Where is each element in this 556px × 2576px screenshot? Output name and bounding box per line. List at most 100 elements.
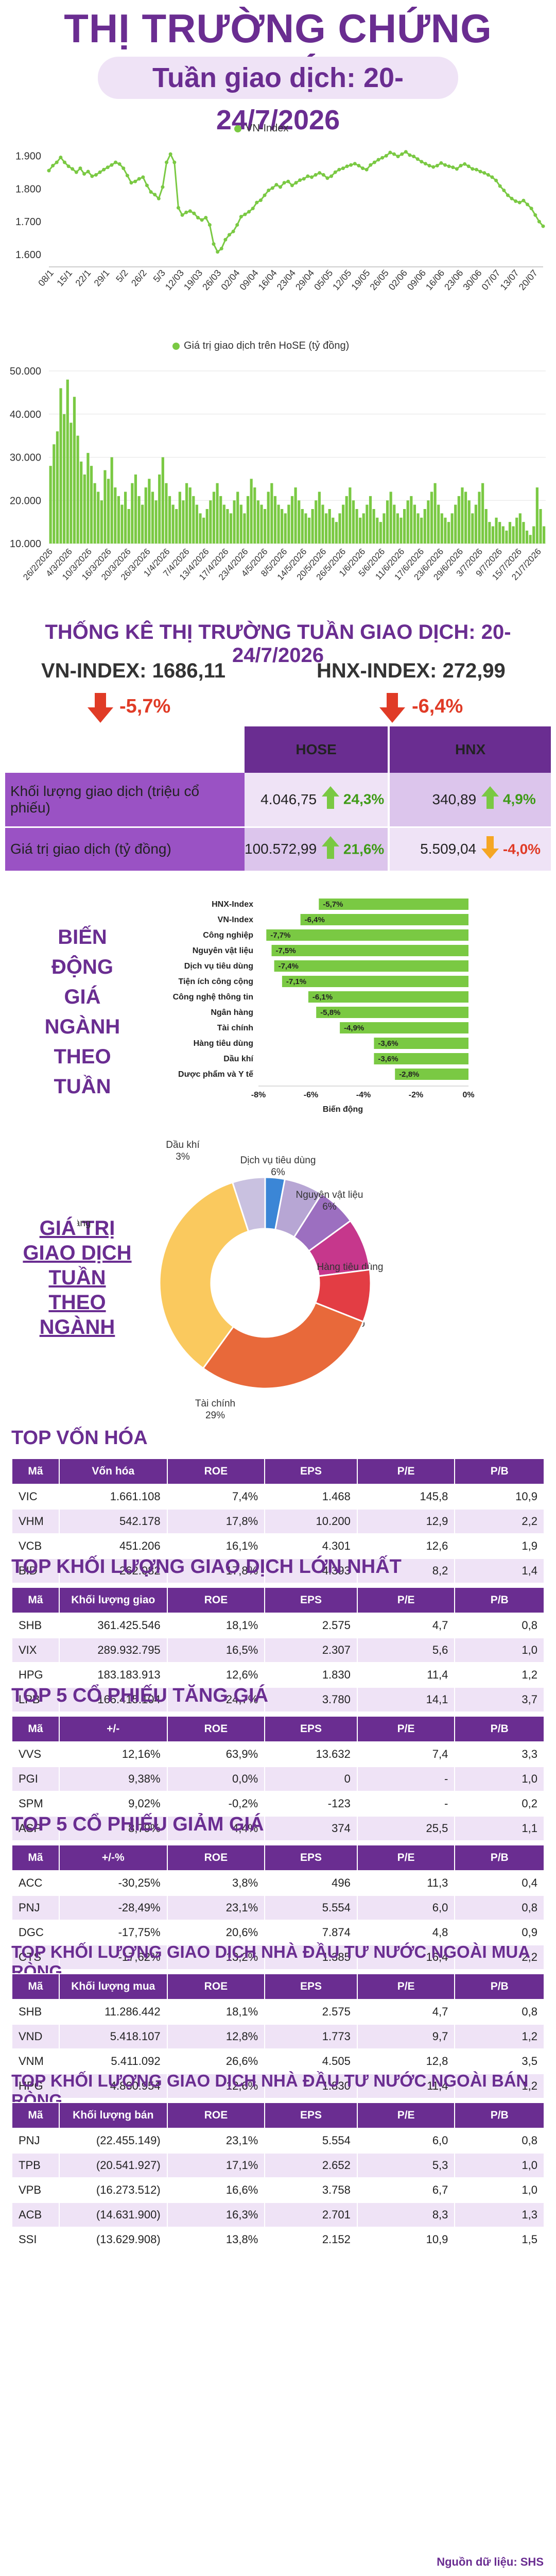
value-cell: - <box>356 1766 456 1792</box>
value-cell: 2.575 <box>264 1999 358 2025</box>
value-bar <box>352 500 355 544</box>
ticker-cell: VCB <box>11 1533 60 1559</box>
value-bar <box>185 483 188 544</box>
data-label: -5,7% <box>323 900 343 909</box>
table-title: TOP KHỐI LƯỢNG GIAO DỊCH NHÀ ĐẦU TƯ NƯỚC… <box>11 2071 529 2110</box>
value-cell: 18,1% <box>166 1999 266 2025</box>
value-cell: 0,9 <box>454 1920 545 1945</box>
value-cell: 9,38% <box>58 1766 168 1792</box>
value-bar <box>372 509 375 544</box>
value-bar <box>253 487 256 544</box>
donut-slice <box>159 1181 250 1369</box>
value-cell: 9,7 <box>356 2024 456 2049</box>
column-header: Mã <box>11 1844 60 1871</box>
x-tick-label: 26/2 <box>129 268 149 289</box>
sector-bar <box>395 1069 468 1080</box>
x-tick-label: 02/04 <box>219 268 241 292</box>
sector-change-label: BIẾN ĐỘNG GIÁ NGÀNH THEO TUẦN <box>44 926 120 1098</box>
column-header: ROE <box>166 1716 266 1742</box>
value-bar <box>56 431 59 544</box>
ticker-cell: PNJ <box>11 2128 60 2154</box>
value-bar <box>281 509 284 544</box>
table-row: CTS -17,62% 13,2% 1.385 16,4 2,2 <box>11 1944 545 1970</box>
legend-dot-icon <box>234 125 241 132</box>
vnindex-point <box>353 162 357 166</box>
value-cell: 361.425.546 <box>58 1613 168 1638</box>
value-cell: 3,8% <box>166 1870 266 1896</box>
value-bar <box>97 492 100 544</box>
vnindex-point <box>239 215 243 219</box>
vnindex-point <box>529 207 533 211</box>
vnindex-point <box>223 238 228 242</box>
ticker-cell: SPM <box>11 1791 60 1817</box>
data-label: -5,8% <box>320 1008 340 1017</box>
stat-label-value: Giá trị giao dịch (tỷ đồng) <box>5 826 245 871</box>
column-header: Khối lượng mua <box>58 1973 168 2000</box>
table-row: VPB (16.273.512) 16,6% 3.758 6,7 1,0 <box>11 2177 545 2203</box>
value-bar <box>168 496 171 544</box>
x-tick-label: 16/04 <box>256 268 279 292</box>
value-cell: 1.773 <box>264 2024 358 2049</box>
value-cell: -123 <box>264 1791 358 1817</box>
vnindex-point <box>372 160 376 164</box>
vnindex-point <box>168 152 172 156</box>
value-bar <box>226 509 229 544</box>
value-cell: -17,75% <box>58 1920 168 1945</box>
value-bar <box>161 457 164 544</box>
value-bar <box>304 513 307 544</box>
value-bar <box>124 492 127 544</box>
table-row: ACC -30,25% 3,8% 496 11,3 0,4 <box>11 1870 545 1896</box>
value-bar <box>410 496 413 544</box>
vnindex-point <box>247 210 251 214</box>
value-cell: 11,4 <box>356 1662 456 1688</box>
vnindex-point <box>157 196 161 200</box>
value-cell: 166.415.104 <box>58 1687 168 1713</box>
y-tick-label: 10.000 <box>10 538 41 550</box>
value-cell: 5.418.107 <box>58 2024 168 2049</box>
vnindex-point <box>117 162 121 166</box>
value-bar <box>76 435 79 544</box>
weekly-stats-title: THỐNG KÊ THỊ TRƯỜNG TUẦN GIAO DỊCH: 20-2… <box>45 621 511 667</box>
hose-value: 100.572,99 <box>245 826 322 871</box>
data-label: -3,6% <box>378 1055 398 1063</box>
value-cell: 2.575 <box>264 1613 358 1638</box>
x-tick-label: 23/06 <box>442 268 465 292</box>
vnindex-point <box>94 173 98 177</box>
vnindex-point <box>400 152 404 156</box>
ticker-cell: BID <box>11 1558 60 1584</box>
column-header: Mã <box>11 2102 60 2129</box>
table-row: PNJ (22.455.149) 23,1% 5.554 6,0 0,8 <box>11 2128 545 2154</box>
value-cell: 23,1% <box>166 2128 266 2154</box>
vnindex-point <box>451 165 455 170</box>
column-header: EPS <box>264 2102 358 2129</box>
sector-bar <box>316 1007 468 1018</box>
value-cell: (16.273.512) <box>58 2177 168 2203</box>
vnindex-point <box>537 219 541 224</box>
value-cell: 1,0 <box>454 1766 545 1792</box>
value-cell: 12,6 <box>356 1533 456 1559</box>
x-tick-label: 0% <box>462 1091 474 1099</box>
value-cell: 7.874 <box>264 1920 358 1945</box>
value-bar <box>158 474 161 544</box>
vnindex-point <box>431 165 436 169</box>
data-label: -6,4% <box>305 916 325 924</box>
value-cell: 0 <box>264 1766 358 1792</box>
category-label: Công nghiệp <box>203 931 253 940</box>
value-cell: 183.183.913 <box>58 1662 168 1688</box>
vnindex-point <box>255 200 259 205</box>
slice-name-label: Nguyên vật liệu <box>296 1190 363 1200</box>
value-cell: 2,2 <box>454 1944 545 1970</box>
data-table: Mã +/- ROE EPS P/E P/B VVS 12,16% 63,9% 13.632 7,4… <box>11 1716 545 1866</box>
column-header: +/- <box>58 1716 168 1742</box>
value-bar <box>484 509 488 544</box>
x-axis-title: Biến động <box>323 1105 363 1114</box>
value-cell: 4,7 <box>356 1613 456 1638</box>
vnindex-point <box>412 155 416 159</box>
sector-bar <box>340 1022 468 1033</box>
x-tick-label: 09/06 <box>405 268 428 292</box>
value-cell: 1,9 <box>454 1533 545 1559</box>
x-tick-label: 07/07 <box>479 268 502 292</box>
column-header: Vốn hóa <box>58 1458 168 1485</box>
vnindex-point <box>141 175 145 179</box>
vnindex-point <box>494 178 498 182</box>
